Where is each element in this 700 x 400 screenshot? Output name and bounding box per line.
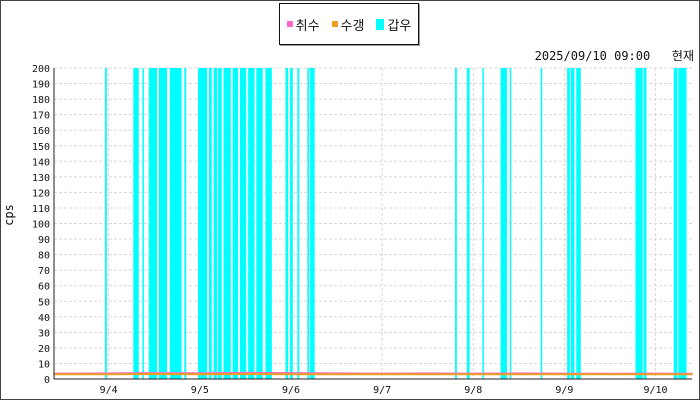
series-point [654, 373, 657, 376]
x-tick-label: 9/8 [464, 385, 482, 396]
band-bar [256, 68, 263, 379]
series-point [691, 373, 693, 376]
band-bar [265, 68, 272, 379]
legend-label-2: 갑우 [387, 18, 412, 34]
band-bar [673, 68, 678, 379]
band-bar [239, 68, 247, 379]
band-bar [635, 68, 643, 379]
legend: 취수 수갱 갑우 [279, 3, 419, 45]
y-tick-label: 160 [32, 126, 50, 137]
band-bar [500, 68, 507, 379]
y-tick-label: 70 [38, 266, 50, 277]
legend-swatch-1 [331, 21, 338, 27]
legend-swatch-2 [376, 18, 385, 30]
series-point [290, 373, 292, 375]
band-bar [218, 68, 222, 379]
x-tick-label: 9/10 [643, 385, 667, 396]
band-bar [169, 68, 182, 379]
band-bar [142, 68, 144, 379]
band-bar [455, 68, 457, 379]
band-bar [570, 68, 575, 379]
y-tick-label: 90 [38, 235, 50, 246]
y-tick-label: 200 [32, 64, 50, 75]
band-bar [482, 68, 484, 379]
series-point [107, 373, 110, 375]
y-tick-label: 0 [44, 375, 50, 386]
timestamp-suffix: 현재 [671, 49, 694, 63]
band-bar [567, 68, 570, 379]
series-point [335, 373, 338, 376]
legend-item-1[interactable]: 수갱 [331, 15, 365, 34]
band-bar [208, 68, 212, 379]
series-point [153, 373, 156, 375]
legend-label-1: 수갱 [340, 18, 365, 34]
series-point [609, 373, 611, 376]
band-bar [213, 68, 218, 379]
band-bar [290, 68, 293, 379]
series-point [563, 373, 566, 375]
legend-item-2[interactable]: 갑우 [376, 15, 411, 34]
band-bar [232, 68, 239, 379]
band-bar [307, 68, 310, 379]
series-point [518, 373, 520, 376]
y-tick-label: 10 [38, 359, 50, 370]
band-bar [184, 68, 187, 379]
x-tick-label: 9/6 [282, 385, 300, 396]
y-tick-label: 170 [32, 111, 50, 122]
band-bar [297, 68, 300, 379]
series-point [426, 373, 429, 375]
band-bar [285, 68, 289, 379]
band-bar [223, 68, 231, 379]
band-bar [576, 68, 581, 379]
y-tick-label: 120 [32, 188, 50, 199]
band-bar [248, 68, 255, 379]
y-tick-label: 100 [32, 220, 50, 231]
legend-swatch-0 [286, 21, 293, 27]
series-point [199, 373, 201, 375]
x-tick-label: 9/4 [100, 385, 118, 396]
y-tick-label: 150 [32, 142, 50, 153]
x-tick-label: 9/9 [555, 385, 573, 396]
y-tick-label: 80 [38, 251, 50, 262]
band-bar [509, 68, 512, 379]
y-tick-label: 190 [32, 80, 50, 91]
band-bar [643, 68, 647, 379]
legend-item-0[interactable]: 취수 [286, 15, 320, 34]
y-tick-label: 20 [38, 344, 50, 355]
y-tick-label: 40 [38, 313, 50, 324]
legend-label-0: 취수 [295, 18, 320, 34]
band-bar [466, 68, 470, 379]
band-bar [678, 68, 687, 379]
band-bar [148, 68, 157, 379]
band-bar [133, 68, 139, 379]
x-tick-label: 9/7 [373, 385, 391, 396]
band-bar [158, 68, 168, 379]
y-tick-label: 180 [32, 95, 50, 106]
timestamp: 2025/09/10 09:00 현재 [535, 47, 694, 64]
band-bar [540, 68, 543, 379]
band-bar [198, 68, 208, 379]
y-tick-label: 140 [32, 157, 50, 168]
band-bar [105, 68, 107, 379]
y-tick-label: 60 [38, 282, 50, 293]
series-point [381, 373, 383, 376]
timestamp-date: 2025/09/10 09:00 [534, 49, 651, 63]
band-bar [310, 68, 315, 379]
y-tick-label: 110 [32, 204, 50, 215]
y-tick-label: 50 [38, 297, 50, 308]
series-point [472, 373, 475, 376]
series-point [244, 373, 247, 375]
x-tick-label: 9/5 [191, 385, 209, 396]
y-tick-label: 30 [38, 328, 50, 339]
y-tick-label: 130 [32, 173, 50, 184]
